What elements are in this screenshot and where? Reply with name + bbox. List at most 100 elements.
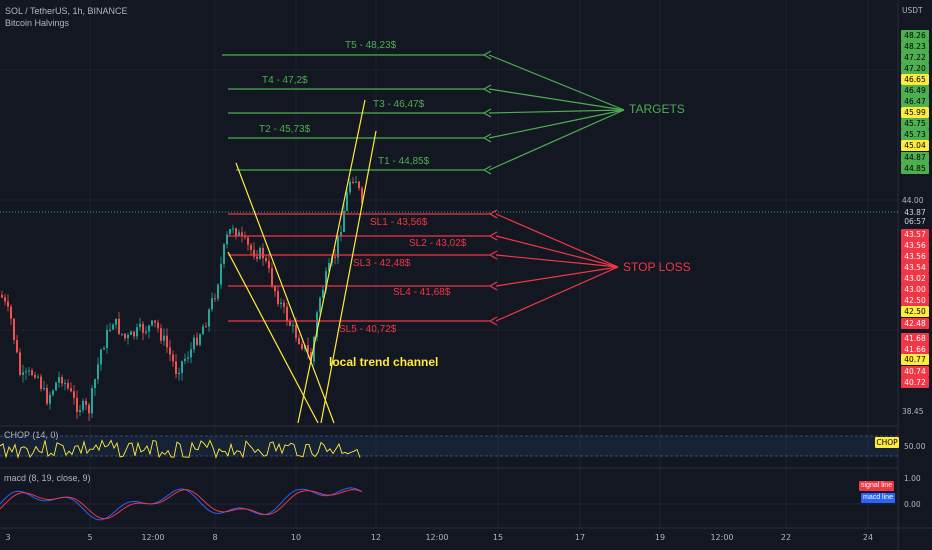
stop-loss-annotation: STOP LOSS: [623, 260, 691, 274]
candle-body: [130, 331, 132, 335]
candle-body: [349, 181, 351, 193]
candle-body: [328, 263, 330, 272]
candle-body: [172, 354, 174, 362]
time-tick: 22: [780, 533, 792, 542]
candle-body: [280, 302, 282, 304]
chop-indicator-label[interactable]: CHOP (14, 0): [4, 430, 59, 440]
candle-body: [94, 379, 96, 389]
price-tag: 43.87: [901, 207, 929, 218]
time-tick: 15: [492, 533, 504, 542]
channel-line-up-1: [297, 99, 366, 424]
candlestick-series: [1, 176, 363, 421]
candle-body: [358, 181, 360, 189]
currency-label: USDT: [902, 6, 923, 15]
candle-body: [199, 334, 201, 345]
price-tag: 46.47: [901, 96, 929, 107]
candle-body: [346, 192, 348, 211]
price-tag: 40.77: [901, 354, 929, 365]
candle-body: [211, 298, 213, 310]
candle-body: [127, 334, 129, 339]
targets-annotation: TARGETS: [629, 102, 685, 116]
candle-body: [34, 375, 36, 378]
candle-body: [247, 237, 249, 245]
price-tag: 42.50: [901, 306, 929, 317]
candle-body: [7, 301, 9, 307]
candle-body: [52, 390, 54, 395]
candle-body: [142, 323, 144, 333]
candle-body: [241, 232, 243, 236]
stop-arrow-sl5: [495, 266, 619, 322]
candle-body: [148, 325, 150, 332]
macd-indicator-label[interactable]: macd (8, 19, close, 9): [4, 473, 91, 483]
candle-body: [25, 371, 27, 373]
candle-body: [10, 306, 12, 319]
candle-body: [169, 347, 171, 355]
candle-body: [343, 210, 345, 232]
candle-body: [178, 372, 180, 375]
price-tick-44: 44.00: [902, 196, 924, 205]
candle-body: [217, 284, 219, 299]
chop-tick: 50.00: [904, 442, 926, 451]
candle-body: [16, 340, 18, 353]
candle-body: [151, 320, 153, 326]
candle-body: [292, 324, 294, 326]
arrow-head-t3: [483, 108, 492, 118]
target-label-t3: T3 - 46,47$: [373, 99, 425, 110]
arrow-head-sl3: [489, 250, 498, 260]
candle-body: [271, 268, 273, 287]
price-tag: 06:57: [901, 216, 929, 227]
candle-body: [61, 377, 63, 384]
price-tag: 46.49: [901, 85, 929, 96]
candle-body: [340, 231, 342, 236]
price-tag: 44.87: [901, 152, 929, 163]
candle-body: [82, 401, 84, 411]
candle-body: [274, 286, 276, 292]
candle-body: [97, 364, 99, 380]
candle-body: [322, 289, 324, 298]
candle-body: [70, 388, 72, 392]
candle-body: [13, 318, 15, 341]
time-tick: 3: [5, 533, 11, 542]
candle-body: [283, 302, 285, 307]
candle-body: [256, 256, 258, 259]
candle-body: [289, 321, 291, 326]
candle-body: [91, 388, 93, 414]
trend-channel-lines: [227, 99, 377, 424]
candle-body: [133, 331, 135, 337]
candle-body: [238, 232, 240, 237]
candle-body: [184, 358, 186, 362]
price-tag: 40.72: [901, 377, 929, 388]
candle-body: [67, 382, 69, 389]
macd-tick-1: 1.00: [904, 474, 921, 483]
arrow-head-sl5: [489, 316, 498, 326]
candle-body: [202, 326, 204, 335]
candle-body: [58, 377, 60, 383]
macd-line-badge: macd line: [861, 493, 895, 503]
candle-body: [229, 229, 231, 235]
price-tag: 42.50: [901, 295, 929, 306]
candle-body: [295, 324, 297, 339]
candle-body: [220, 263, 222, 285]
price-tag: 48.26: [901, 30, 929, 41]
symbol-title[interactable]: SOL / TetherUS, 1h, BINANCE: [5, 6, 128, 16]
price-tag: 43.54: [901, 262, 929, 273]
candle-body: [124, 333, 126, 339]
price-tag: 45.73: [901, 129, 929, 140]
candle-body: [40, 376, 42, 389]
candle-body: [49, 394, 51, 404]
stop-label-sl4: SL4 - 41,68$: [393, 287, 451, 298]
candle-body: [250, 244, 252, 250]
price-tag: 43.00: [901, 284, 929, 295]
candle-body: [154, 320, 156, 323]
candle-body: [208, 309, 210, 327]
candle-body: [193, 337, 195, 350]
chop-tag: CHOP: [875, 437, 899, 448]
candle-body: [157, 322, 159, 329]
signal-line: [0, 489, 363, 520]
time-tick: 24: [862, 533, 874, 542]
halvings-indicator-label[interactable]: Bitcoin Halvings: [5, 18, 70, 28]
price-tag: 44.85: [901, 163, 929, 174]
macd-tick-0: 0.00: [904, 500, 921, 509]
